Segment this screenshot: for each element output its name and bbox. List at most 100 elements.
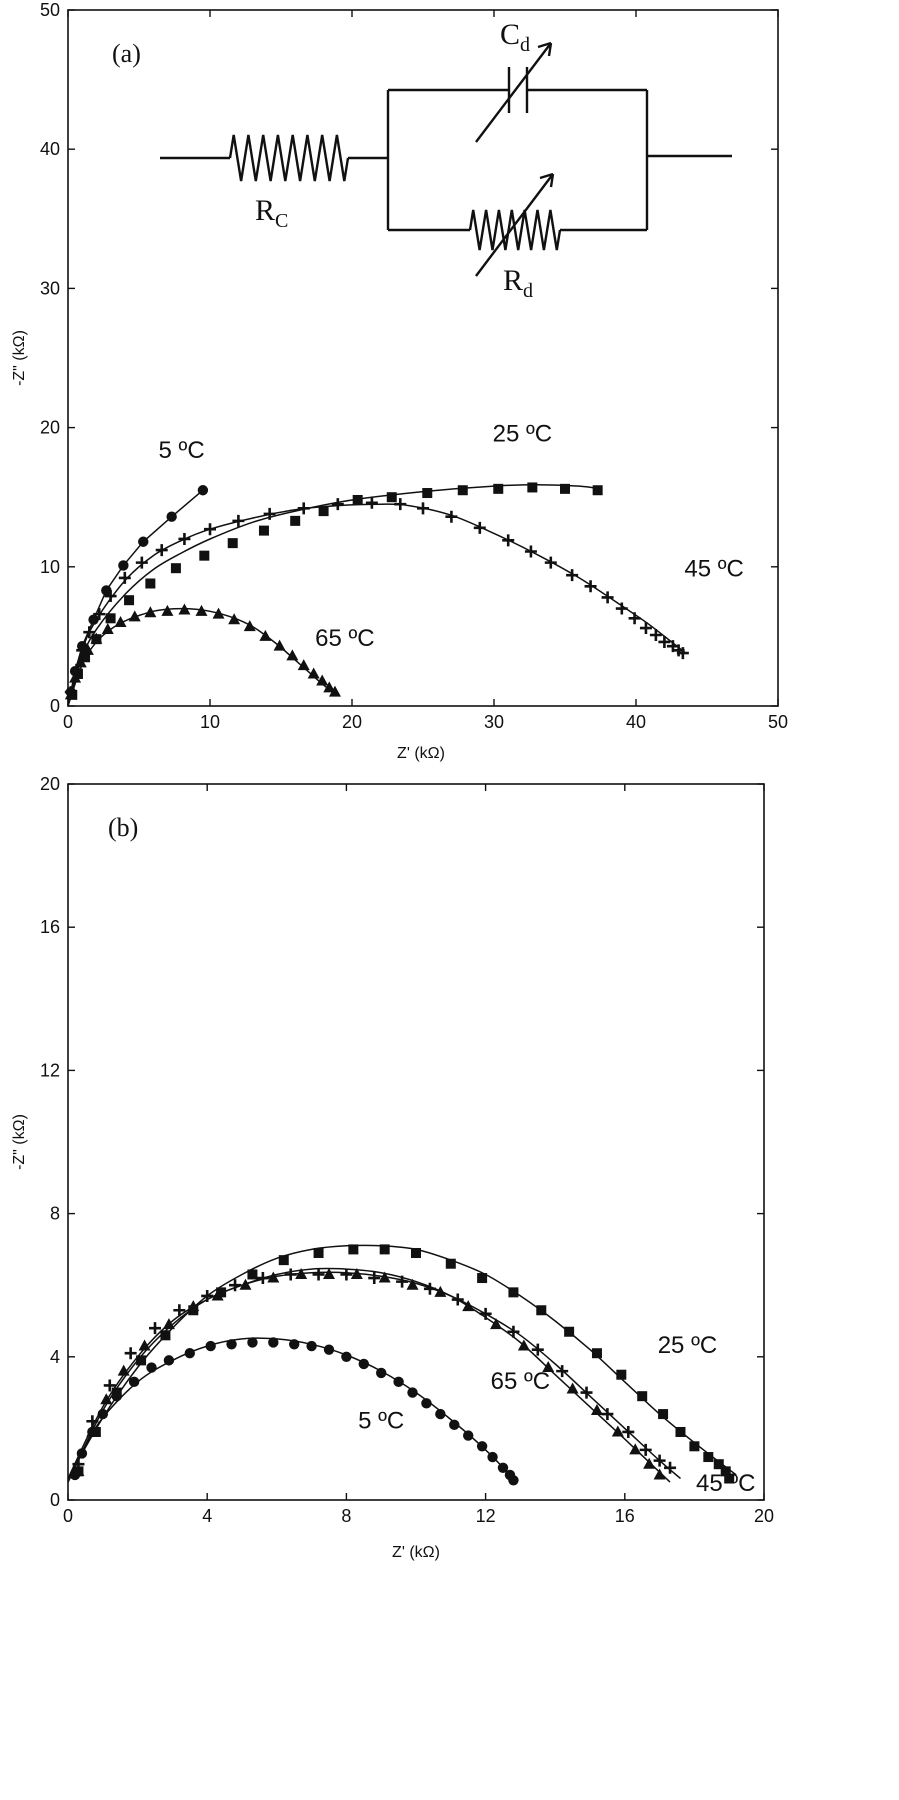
variable-arrow <box>475 172 555 277</box>
data-point <box>149 1322 161 1335</box>
data-point <box>297 659 310 671</box>
data-point <box>166 511 177 522</box>
series-circle <box>65 485 209 698</box>
data-point <box>524 545 537 558</box>
data-point <box>83 626 96 639</box>
data-point <box>316 674 329 686</box>
data-point <box>584 580 597 593</box>
data-point <box>544 556 557 569</box>
data-point <box>232 514 245 527</box>
y-tick-label: 20 <box>40 418 60 438</box>
series-annotation: 65 ºC <box>491 1368 550 1395</box>
data-point <box>411 1247 421 1258</box>
data-point <box>195 604 208 616</box>
data-point <box>64 688 77 700</box>
equivalent-circuit <box>160 41 732 277</box>
data-point <box>675 1426 686 1437</box>
fit-curve <box>67 503 687 707</box>
y-axis-label: -Z" (kΩ) <box>11 1114 28 1170</box>
data-point <box>639 1443 652 1456</box>
data-point <box>703 1452 714 1463</box>
series-annotation: 25 ºC <box>658 1332 717 1359</box>
series-plus <box>67 1268 681 1480</box>
x-tick-label: 0 <box>63 1506 73 1526</box>
y-tick-label: 0 <box>50 696 60 716</box>
data-point <box>580 1386 593 1399</box>
capacitor-cd <box>507 67 529 113</box>
data-point <box>676 647 689 660</box>
data-point <box>211 1289 224 1301</box>
data-point <box>128 1376 140 1388</box>
data-point <box>622 1425 635 1438</box>
data-point <box>341 1351 352 1363</box>
data-point <box>394 498 407 511</box>
x-tick-label: 0 <box>63 712 73 732</box>
data-point <box>263 507 276 520</box>
series-annotation: 25 ºC <box>493 421 552 448</box>
cd-label: Cd <box>500 18 530 56</box>
series-annotation: 45 ºC <box>684 556 743 583</box>
data-point <box>226 1339 237 1350</box>
data-point <box>517 1339 530 1351</box>
resistor-rc <box>228 134 350 182</box>
data-point <box>88 614 99 625</box>
series-annotation: 65 ºC <box>315 625 374 652</box>
data-point <box>473 521 486 534</box>
data-point <box>463 1430 474 1441</box>
data-point <box>228 613 241 625</box>
data-point <box>421 1398 432 1409</box>
data-point <box>724 1473 735 1484</box>
x-axis-label: Z' (kΩ) <box>397 745 445 762</box>
data-point <box>286 649 299 661</box>
data-point <box>111 1387 122 1398</box>
data-point <box>184 1348 195 1359</box>
data-point <box>239 1278 252 1290</box>
data-point <box>273 639 286 651</box>
rd-label-sub: d <box>523 280 533 302</box>
data-point <box>155 544 168 557</box>
data-point <box>689 1441 700 1452</box>
panel-b: 0 4 8 12 16 20 0 4 8 12 16 20 Z' (kΩ) -Z" (kΩ) (b) 25 º… <box>11 774 774 1561</box>
data-point <box>100 1393 113 1405</box>
data-point <box>611 1425 624 1437</box>
data-point <box>564 1326 575 1337</box>
data-point <box>81 643 94 655</box>
data-point <box>637 1391 648 1402</box>
data-point <box>312 1268 325 1281</box>
data-point <box>160 1330 171 1341</box>
data-point <box>378 1271 391 1283</box>
panel-label: (a) <box>112 39 141 68</box>
y-tick-label: 8 <box>50 1204 60 1224</box>
x-tick-label: 12 <box>476 1506 496 1526</box>
data-point <box>352 494 363 505</box>
data-point <box>212 607 225 619</box>
data-point <box>531 1343 544 1356</box>
data-point <box>114 615 127 627</box>
cd-label-base: C <box>500 18 520 51</box>
y-tick-label: 16 <box>40 917 60 937</box>
fit-curve <box>67 1271 681 1480</box>
data-point <box>72 1464 85 1476</box>
data-point <box>93 608 106 621</box>
data-point <box>348 1244 359 1255</box>
data-point <box>493 483 504 494</box>
data-point <box>187 1300 200 1312</box>
data-point <box>406 1278 419 1290</box>
data-point <box>328 685 341 697</box>
series-annotation: 5 ºC <box>358 1407 404 1434</box>
data-point <box>295 1267 308 1279</box>
data-point <box>74 656 87 668</box>
data-point <box>289 1339 300 1350</box>
data-point <box>118 560 129 571</box>
data-point <box>173 1304 186 1317</box>
data-point <box>138 536 149 547</box>
panel-label: (b) <box>108 813 138 842</box>
data-point <box>205 1340 216 1352</box>
data-point <box>101 622 114 634</box>
y-tick-label: 4 <box>50 1347 60 1367</box>
fit-curve <box>67 1267 671 1483</box>
data-point <box>259 629 272 641</box>
data-point <box>566 1382 579 1394</box>
fit-curve <box>67 483 601 707</box>
